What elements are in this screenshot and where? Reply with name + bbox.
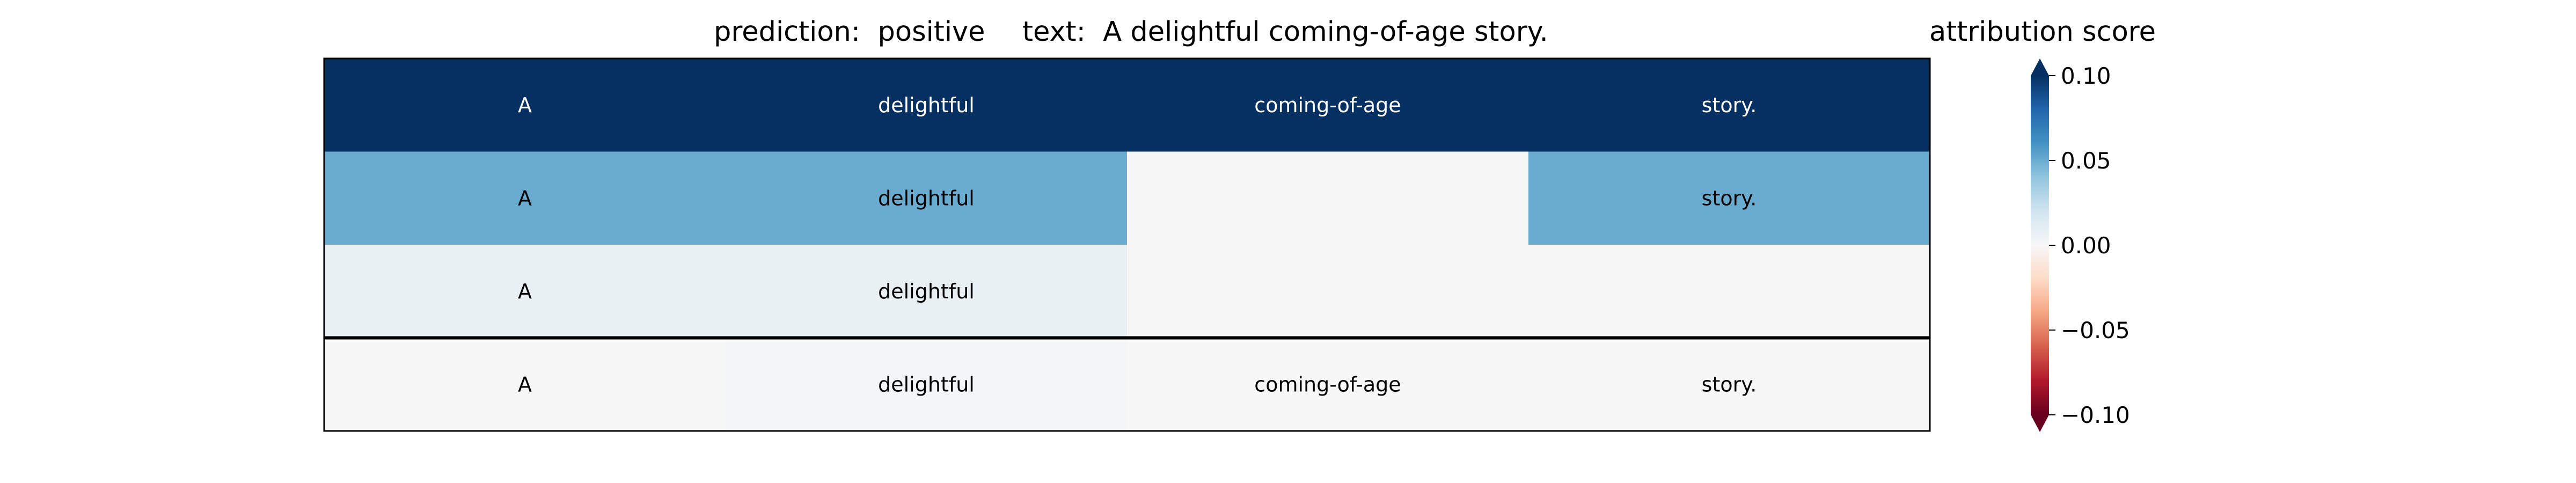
prediction-value: positive	[877, 16, 985, 48]
heatmap-cell	[1127, 338, 1529, 431]
colorbar-tick-label: 0.00	[2061, 232, 2111, 259]
heatmap-cell	[726, 245, 1128, 338]
token-label: A	[518, 372, 532, 396]
token-label: story.	[1702, 186, 1757, 210]
colorbar-gradient	[2031, 76, 2049, 415]
token-label: delightful	[878, 186, 975, 210]
token-label: A	[518, 93, 532, 117]
heatmap-cell	[1528, 151, 1930, 245]
prediction-label: prediction:	[714, 16, 861, 48]
heatmap-cell	[324, 245, 726, 338]
heatmap-cell	[324, 58, 726, 152]
heatmap-cell	[1528, 245, 1930, 338]
token-label: story.	[1702, 93, 1757, 117]
colorbar-tick-label: 0.05	[2061, 148, 2111, 174]
token-label: A	[518, 186, 532, 210]
heatmap-cell	[1127, 245, 1529, 338]
colorbar-tick-label: −0.10	[2061, 402, 2130, 428]
colorbar-extend-max	[2031, 58, 2049, 76]
colorbar-tick-label: 0.10	[2061, 63, 2111, 89]
heatmap-cell	[726, 338, 1128, 431]
heatmap-cell	[726, 151, 1128, 245]
text-title: text: A delightful coming-of-age story.	[1022, 18, 1548, 46]
token-label: coming-of-age	[1254, 93, 1401, 117]
heatmap-cell	[726, 58, 1128, 152]
token-label: story.	[1702, 372, 1757, 396]
colorbar-extend-min	[2031, 415, 2049, 432]
token-label: delightful	[878, 280, 975, 303]
text-value: A delightful coming-of-age story.	[1103, 16, 1548, 48]
heatmap-cell	[1528, 338, 1930, 431]
colorbar-title: attribution score	[1929, 16, 2156, 48]
token-label: A	[518, 280, 532, 303]
heatmap-cell	[324, 338, 726, 431]
heatmap-cell	[1127, 58, 1529, 152]
heatmap-cell	[1127, 151, 1529, 245]
text-label: text:	[1022, 16, 1086, 48]
token-label: delightful	[878, 372, 975, 396]
colorbar-tick-label: −0.05	[2061, 317, 2130, 343]
heatmap-frame	[323, 57, 1931, 432]
heatmap-cell	[1528, 58, 1930, 152]
token-label: coming-of-age	[1254, 372, 1401, 396]
prediction-title: prediction: positive	[714, 18, 985, 46]
token-label: delightful	[878, 93, 975, 117]
heatmap-cell	[324, 151, 726, 245]
